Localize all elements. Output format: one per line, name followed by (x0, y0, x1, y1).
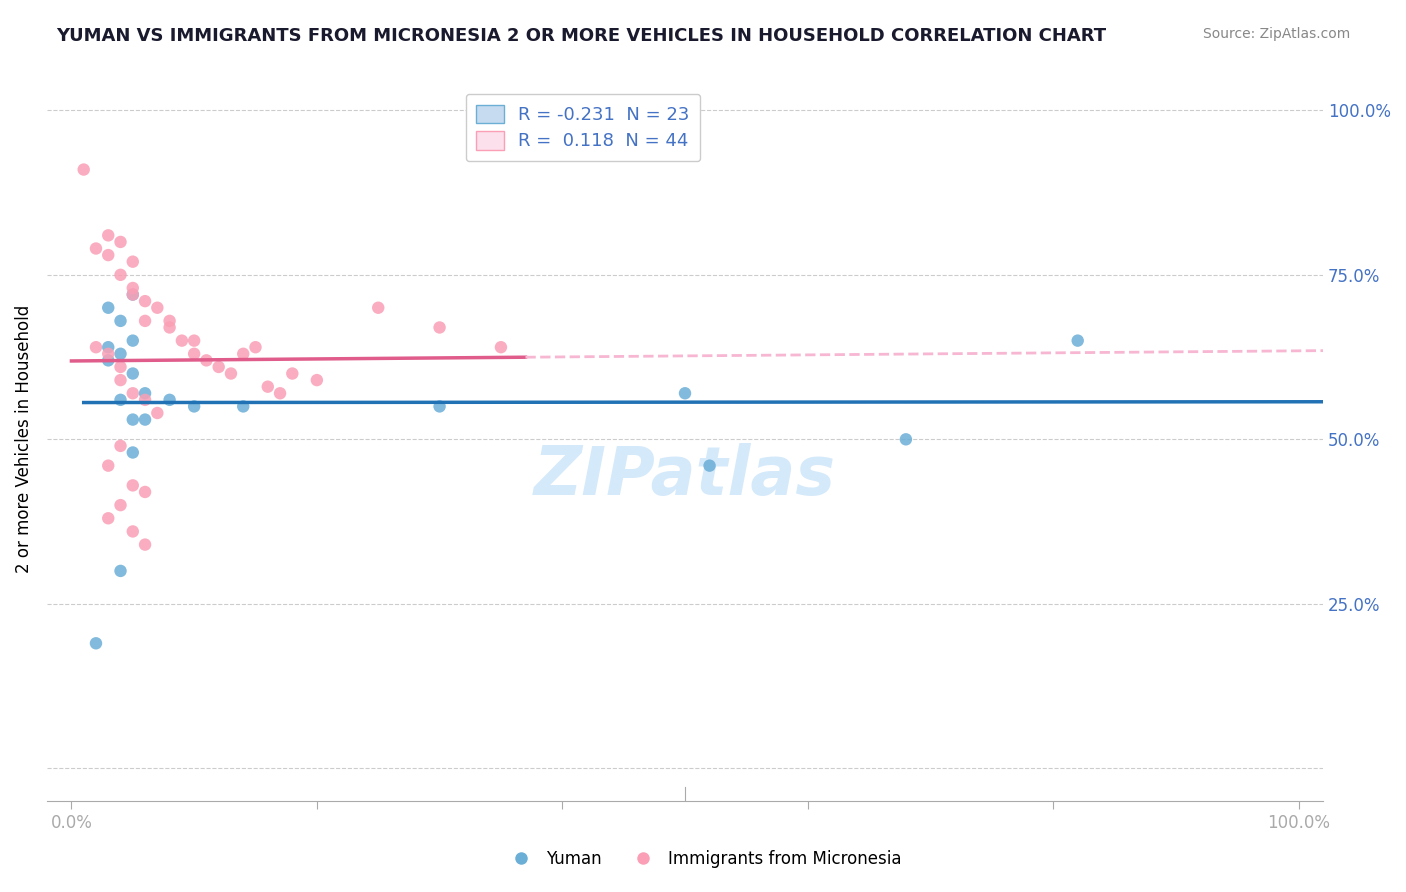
Y-axis label: 2 or more Vehicles in Household: 2 or more Vehicles in Household (15, 305, 32, 574)
Point (97, 340, 120, 354)
Point (97, 347, 120, 361)
Point (183, 400, 205, 414)
Point (110, 498, 132, 512)
Point (121, 254, 143, 268)
Point (110, 359, 132, 374)
Point (1067, 334, 1090, 348)
Point (134, 392, 156, 407)
Point (97, 248, 120, 262)
Point (134, 538, 156, 552)
Point (97, 458, 120, 473)
Point (97, 511, 120, 525)
Point (110, 439, 132, 453)
Point (97, 301, 120, 315)
Point (121, 524, 143, 539)
Point (121, 445, 143, 459)
Point (84, 340, 107, 354)
Point (170, 334, 193, 348)
Point (208, 359, 231, 374)
Point (121, 478, 143, 492)
Point (699, 458, 721, 473)
Point (121, 412, 143, 426)
Point (73, 162, 96, 177)
Point (245, 340, 267, 354)
Point (134, 485, 156, 500)
Text: YUMAN VS IMMIGRANTS FROM MICRONESIA 2 OR MORE VEHICLES IN HOUSEHOLD CORRELATION : YUMAN VS IMMIGRANTS FROM MICRONESIA 2 OR… (56, 27, 1107, 45)
Legend: R = -0.231  N = 23, R =  0.118  N = 44: R = -0.231 N = 23, R = 0.118 N = 44 (465, 94, 700, 161)
Point (97, 353, 120, 368)
Point (232, 347, 254, 361)
Point (134, 412, 156, 426)
Point (121, 334, 143, 348)
Point (269, 386, 291, 401)
Point (121, 287, 143, 301)
Point (673, 386, 696, 401)
Point (110, 347, 132, 361)
Point (110, 564, 132, 578)
Point (183, 347, 205, 361)
Point (121, 367, 143, 381)
Point (281, 367, 304, 381)
Point (159, 314, 181, 328)
Point (110, 268, 132, 282)
Point (84, 636, 107, 650)
Point (159, 320, 181, 334)
Text: ZIPatlas: ZIPatlas (534, 442, 837, 508)
Point (219, 367, 242, 381)
Point (110, 314, 132, 328)
Point (110, 373, 132, 387)
Point (84, 242, 107, 256)
Legend: Yuman, Immigrants from Micronesia: Yuman, Immigrants from Micronesia (498, 844, 908, 875)
Point (429, 320, 451, 334)
Point (121, 287, 143, 301)
Point (146, 301, 169, 315)
Point (256, 380, 278, 394)
Text: Source: ZipAtlas.com: Source: ZipAtlas.com (1202, 27, 1350, 41)
Point (97, 228, 120, 243)
Point (232, 400, 254, 414)
Point (110, 235, 132, 249)
Point (159, 392, 181, 407)
Point (134, 314, 156, 328)
Point (110, 392, 132, 407)
Point (121, 386, 143, 401)
Point (146, 406, 169, 420)
Point (134, 386, 156, 401)
Point (894, 433, 917, 447)
Point (183, 334, 205, 348)
Point (121, 281, 143, 295)
Point (367, 301, 389, 315)
Point (134, 294, 156, 309)
Point (195, 353, 218, 368)
Point (429, 400, 451, 414)
Point (489, 340, 512, 354)
Point (305, 373, 328, 387)
